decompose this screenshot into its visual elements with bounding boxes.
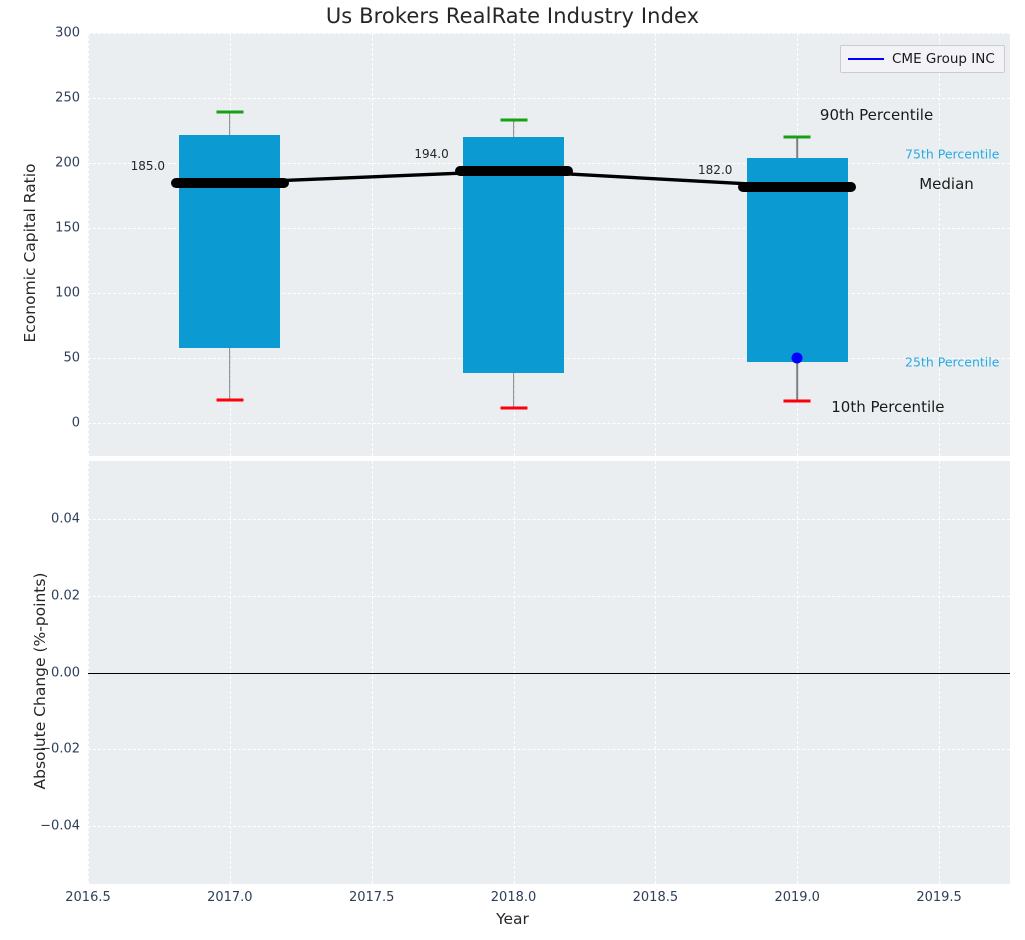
x-tick-5: 2019.0 bbox=[774, 890, 820, 905]
top-gridline-h-0 bbox=[88, 423, 1010, 425]
median-value-label-2018: 194.0 bbox=[414, 146, 449, 161]
zero-reference-line bbox=[88, 672, 1010, 674]
legend-line-icon bbox=[848, 58, 884, 60]
x-tick-0: 2016.5 bbox=[65, 890, 111, 905]
y-tick-bottom-4: 0.04 bbox=[51, 511, 80, 527]
iqr-bar-2019 bbox=[746, 157, 848, 363]
y-axis-label-bottom: Absolute Change (%-points) bbox=[31, 572, 49, 790]
x-tick-6: 2019.5 bbox=[916, 890, 962, 905]
x-tick-4: 2018.5 bbox=[632, 890, 679, 905]
median-value-label-2019: 182.0 bbox=[698, 162, 733, 177]
company-data-point-0[interactable] bbox=[791, 352, 803, 364]
y-tick-top-6: 300 bbox=[55, 25, 80, 41]
y-tick-top-3: 150 bbox=[55, 220, 80, 236]
p10-cap-2019 bbox=[783, 399, 811, 403]
chart-title: Us Brokers RealRate Industry Index bbox=[325, 4, 700, 28]
p90-cap-2017 bbox=[216, 110, 244, 114]
top-gridline-h-6 bbox=[88, 33, 1010, 34]
bottom-panel-plot-area bbox=[88, 461, 1010, 884]
x-tick-2: 2017.5 bbox=[348, 890, 395, 905]
p90-cap-2019 bbox=[783, 135, 811, 139]
bottom-gridline-h-3 bbox=[88, 595, 1010, 597]
y-axis-label-top: Economic Capital Ratio bbox=[21, 163, 39, 343]
y-tick-top-1: 50 bbox=[63, 350, 80, 366]
y-tick-top-2: 100 bbox=[55, 285, 80, 301]
y-tick-bottom-3: 0.02 bbox=[51, 588, 80, 604]
legend-item-label: CME Group INC bbox=[892, 51, 995, 67]
annotation-p75: 75th Percentile bbox=[905, 146, 1000, 162]
median-bar-2017 bbox=[170, 177, 289, 188]
p10-cap-2018 bbox=[500, 406, 528, 410]
iqr-bar-2017 bbox=[179, 134, 281, 348]
y-tick-bottom-0: −0.04 bbox=[40, 818, 80, 834]
annotation-p90: 90th Percentile bbox=[819, 105, 934, 124]
bottom-gridline-h-4 bbox=[88, 518, 1010, 520]
y-tick-bottom-1: −0.02 bbox=[40, 741, 80, 757]
annotation-median: Median bbox=[919, 174, 974, 193]
bottom-gridline-h-0 bbox=[88, 826, 1010, 828]
y-tick-top-0: 0 bbox=[71, 415, 80, 431]
median-value-label-2017: 185.0 bbox=[130, 158, 166, 173]
y-tick-bottom-2: 0.00 bbox=[51, 665, 80, 680]
y-tick-top-5: 250 bbox=[55, 90, 80, 106]
bottom-gridline-h-1 bbox=[88, 749, 1010, 751]
top-gridline-v-6 bbox=[939, 33, 941, 456]
top-gridline-v-2 bbox=[371, 33, 373, 456]
x-tick-1: 2017.0 bbox=[207, 890, 253, 905]
top-gridline-v-0 bbox=[88, 33, 89, 456]
top-panel-plot-area: 185.0 194.0 182.0 90th Percentile 75th Perce… bbox=[88, 33, 1010, 456]
p90-cap-2018 bbox=[500, 118, 528, 122]
median-bar-2018 bbox=[454, 165, 573, 176]
annotation-p25: 25th Percentile bbox=[905, 354, 1000, 370]
top-gridline-v-4 bbox=[655, 33, 657, 456]
x-tick-3: 2018.0 bbox=[490, 890, 537, 905]
top-gridline-h-5 bbox=[88, 98, 1010, 100]
p10-cap-2017 bbox=[216, 398, 244, 402]
annotation-p10: 10th Percentile bbox=[831, 397, 945, 416]
y-tick-top-4: 200 bbox=[55, 155, 80, 171]
legend[interactable]: CME Group INC bbox=[840, 45, 1005, 73]
x-axis-label: Year bbox=[496, 910, 529, 928]
median-bar-2019 bbox=[738, 181, 857, 192]
